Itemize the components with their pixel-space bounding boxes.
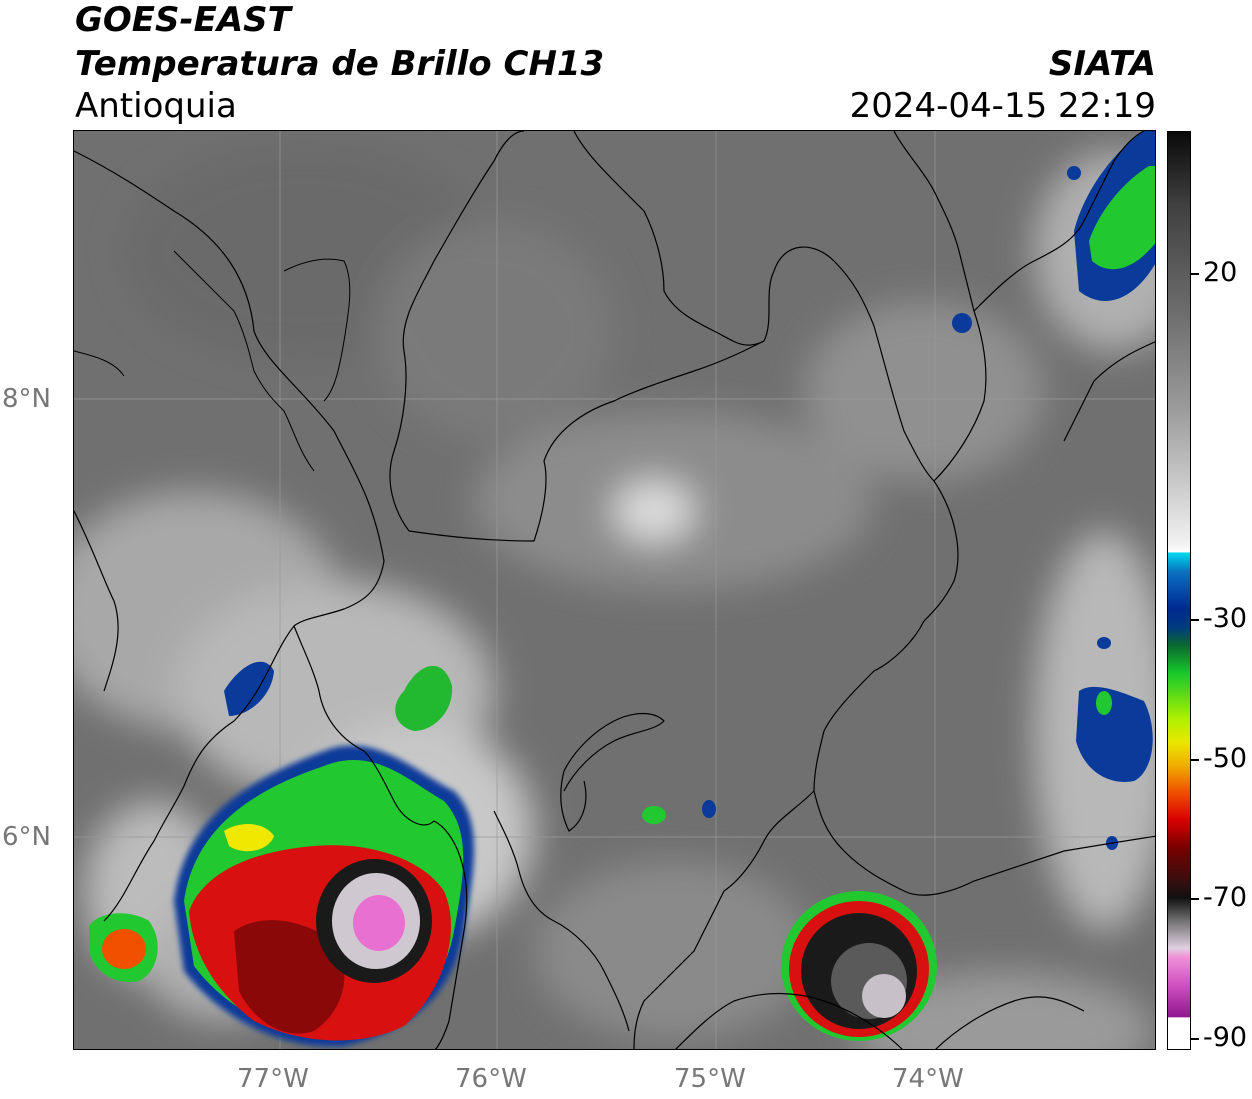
lat-label-8n: 8°N xyxy=(2,384,51,414)
cbar-label-m30: -30 xyxy=(1203,603,1248,634)
organization-label: SIATA xyxy=(1048,44,1156,84)
brightness-temperature-map[interactable] xyxy=(73,130,1156,1050)
cbar-tick-m30 xyxy=(1191,619,1199,621)
convective-system-northeast xyxy=(952,131,1155,850)
lon-label-77w: 77°W xyxy=(237,1064,309,1094)
cbar-tick-m90 xyxy=(1191,1038,1199,1040)
cbar-tick-m70 xyxy=(1191,898,1199,900)
colorbar xyxy=(1167,131,1191,1050)
coastline xyxy=(74,250,351,472)
datetime-label: 2024-04-15 22:19 xyxy=(849,86,1156,126)
lon-label-76w: 76°W xyxy=(455,1064,527,1094)
cbar-label-20: 20 xyxy=(1203,257,1238,288)
boundaries xyxy=(74,131,1155,1049)
lon-label-75w: 75°W xyxy=(674,1064,746,1094)
lat-label-6n: 6°N xyxy=(2,822,51,852)
satellite-title: GOES-EAST xyxy=(75,0,291,40)
cbar-label-m50: -50 xyxy=(1203,743,1248,774)
cbar-tick-m50 xyxy=(1191,759,1199,761)
cbar-label-m90: -90 xyxy=(1203,1022,1248,1053)
convective-system-west xyxy=(89,661,716,1047)
region-label: Antioquia xyxy=(75,86,237,126)
cbar-tick-20 xyxy=(1191,273,1199,275)
product-title: Temperatura de Brillo CH13 xyxy=(75,44,605,84)
convective-system-south xyxy=(781,891,937,1041)
lon-label-74w: 74°W xyxy=(892,1064,964,1094)
cbar-label-m70: -70 xyxy=(1203,882,1248,913)
